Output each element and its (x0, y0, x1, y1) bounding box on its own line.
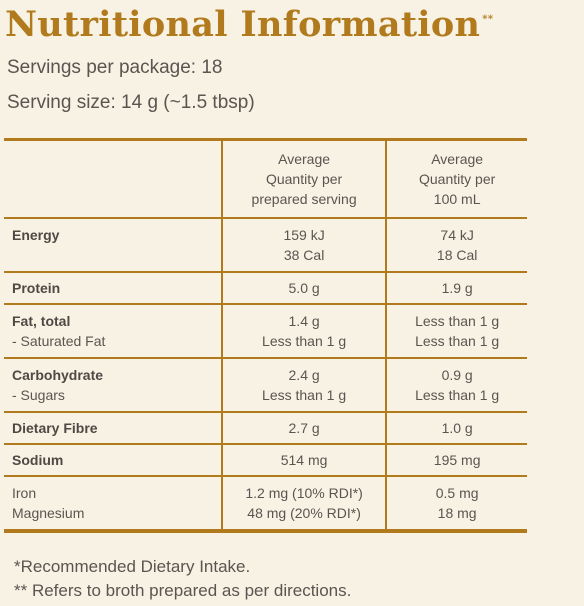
header-serving-line: Quantity per (265, 171, 343, 187)
title-marker: ** (482, 14, 494, 25)
carb-100ml-value: 0.9 g (441, 367, 473, 383)
protein-serving-cell: 5.0 g (220, 272, 387, 304)
fat-serving-cell: 1.4 g Less than 1 g (220, 304, 387, 358)
energy-100ml-cell: 74 kJ 18 Cal (385, 218, 527, 272)
carb-serving-cell: 2.4 g Less than 1 g (220, 358, 387, 412)
title-text: Nutritional Information (5, 4, 481, 45)
page-title: Nutritional Information ** (5, 4, 493, 45)
servings-per-package: Servings per package: 18 (7, 57, 223, 78)
sugars-serving-value: Less than 1 g (262, 387, 347, 403)
sodium-serving-cell: 514 mg (220, 444, 387, 476)
fibre-label: Dietary Fibre (12, 420, 98, 436)
nutrition-table: Average Quantity per prepared serving Av… (4, 138, 527, 533)
table-header-row: Average Quantity per prepared serving Av… (4, 139, 527, 219)
footnote-broth: ** Refers to broth prepared as per direc… (14, 581, 352, 600)
carb-label-cell: Carbohydrate - Sugars (4, 358, 222, 412)
iron-label: Iron (12, 485, 37, 501)
minerals-label-cell: Iron Magnesium (4, 476, 222, 531)
energy-100ml-kj: 74 kJ (440, 227, 474, 243)
table-row-energy: Energy 159 kJ 38 Cal 74 kJ 18 Cal (4, 218, 527, 272)
header-100ml-line: 100 mL (433, 191, 481, 207)
fat-100ml-value: Less than 1 g (415, 313, 500, 329)
header-100ml-line: Average (431, 151, 484, 167)
carb-serving-value: 2.4 g (288, 367, 320, 383)
footnote-rdi: *Recommended Dietary Intake. (14, 557, 251, 576)
table-row-protein: Protein 5.0 g 1.9 g (4, 272, 527, 304)
saturated-fat-serving-value: Less than 1 g (262, 333, 347, 349)
protein-100ml-cell: 1.9 g (385, 272, 527, 304)
protein-label: Protein (12, 280, 61, 296)
sugars-label: - Sugars (12, 387, 65, 403)
energy-label: Energy (12, 227, 60, 243)
protein-label-cell: Protein (4, 272, 222, 304)
sodium-label: Sodium (12, 452, 64, 468)
saturated-fat-100ml-value: Less than 1 g (415, 333, 500, 349)
magnesium-label: Magnesium (12, 505, 85, 521)
fibre-label-cell: Dietary Fibre (4, 412, 222, 444)
magnesium-100ml-value: 18 mg (437, 505, 477, 521)
energy-label-cell: Energy (4, 218, 222, 272)
fat-serving-value: 1.4 g (288, 313, 320, 329)
table-row-fat: Fat, total - Saturated Fat 1.4 g Less th… (4, 304, 527, 358)
magnesium-serving-value: 48 mg (20% RDI*) (247, 505, 361, 521)
header-serving-cell: Average Quantity per prepared serving (220, 139, 387, 218)
minerals-serving-cell: 1.2 mg (10% RDI*) 48 mg (20% RDI*) (220, 476, 387, 531)
fat-label-cell: Fat, total - Saturated Fat (4, 304, 222, 358)
energy-label-spacer (12, 245, 213, 265)
header-empty-cell (4, 140, 222, 219)
carb-100ml-cell: 0.9 g Less than 1 g (385, 358, 527, 412)
sugars-100ml-value: Less than 1 g (415, 387, 500, 403)
header-serving-line: Average (278, 151, 331, 167)
table-row-carbohydrate: Carbohydrate - Sugars 2.4 g Less than 1 … (4, 358, 527, 412)
sodium-100ml-cell: 195 mg (385, 444, 527, 476)
table-row-fibre: Dietary Fibre 2.7 g 1.0 g (4, 412, 527, 444)
sodium-label-cell: Sodium (4, 444, 222, 476)
header-100ml-cell: Average Quantity per 100 mL (385, 139, 527, 218)
iron-100ml-value: 0.5 mg (435, 485, 479, 501)
fat-label: Fat, total (12, 313, 71, 329)
energy-100ml-cal: 18 Cal (436, 247, 478, 263)
serving-size: Serving size: 14 g (~1.5 tbsp) (7, 92, 255, 113)
fibre-serving-cell: 2.7 g (220, 412, 387, 444)
carb-label: Carbohydrate (12, 367, 104, 383)
header-100ml-line: Quantity per (419, 171, 496, 187)
energy-serving-cal: 38 Cal (283, 247, 325, 263)
fat-100ml-cell: Less than 1 g Less than 1 g (385, 304, 527, 358)
fibre-100ml-cell: 1.0 g (385, 412, 527, 444)
energy-serving-kj: 159 kJ (283, 227, 325, 243)
header-serving-line: prepared serving (251, 191, 357, 207)
minerals-100ml-cell: 0.5 mg 18 mg (385, 476, 527, 531)
iron-serving-value: 1.2 mg (10% RDI*) (245, 485, 363, 501)
saturated-fat-label: - Saturated Fat (12, 333, 106, 349)
energy-serving-cell: 159 kJ 38 Cal (220, 218, 387, 272)
table-row-minerals: Iron Magnesium 1.2 mg (10% RDI*) 48 mg (… (4, 476, 527, 531)
table-row-sodium: Sodium 514 mg 195 mg (4, 444, 527, 476)
